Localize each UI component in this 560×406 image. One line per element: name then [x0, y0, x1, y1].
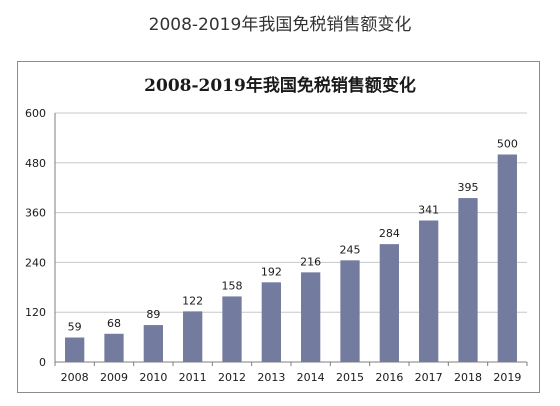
bar [379, 244, 399, 362]
y-tick-label: 480 [25, 157, 46, 170]
data-label: 158 [222, 279, 243, 292]
bar [419, 220, 439, 362]
data-label: 89 [146, 308, 160, 321]
data-label: 59 [68, 321, 82, 334]
chart-title: 2008-2019年我国免税销售额变化 [144, 75, 416, 96]
bar [183, 311, 203, 362]
bar [261, 282, 281, 362]
data-label: 216 [300, 255, 321, 268]
x-tick-label: 2012 [218, 371, 246, 384]
x-tick-label: 2008 [61, 371, 89, 384]
y-tick-label: 120 [25, 306, 46, 319]
x-tick-label: 2019 [493, 371, 521, 384]
bar [65, 337, 85, 362]
bar [143, 325, 163, 362]
page-title: 2008-2019年我国免税销售额变化 [148, 15, 412, 35]
data-label: 341 [418, 203, 439, 216]
x-tick-label: 2015 [336, 371, 364, 384]
data-label: 122 [182, 294, 203, 307]
x-tick-label: 2017 [415, 371, 443, 384]
bar [222, 296, 242, 362]
x-tick-label: 2011 [179, 371, 207, 384]
data-label: 192 [261, 265, 282, 278]
y-tick-label: 600 [25, 107, 46, 120]
data-label: 395 [458, 181, 479, 194]
x-tick-label: 2009 [100, 371, 128, 384]
x-tick-label: 2010 [139, 371, 167, 384]
y-tick-label: 240 [25, 256, 46, 269]
x-tick-label: 2016 [375, 371, 403, 384]
data-label: 500 [497, 138, 518, 151]
y-tick-label: 0 [39, 356, 46, 369]
bar [458, 198, 478, 362]
bar [301, 272, 321, 362]
x-tick-label: 2014 [297, 371, 325, 384]
x-tick-label: 2018 [454, 371, 482, 384]
bar [497, 154, 517, 362]
data-label: 245 [340, 243, 361, 256]
bar [340, 260, 360, 362]
data-label: 68 [107, 317, 121, 330]
bar [104, 333, 124, 362]
data-label: 284 [379, 227, 400, 240]
y-tick-label: 360 [25, 207, 46, 220]
x-tick-label: 2013 [257, 371, 285, 384]
